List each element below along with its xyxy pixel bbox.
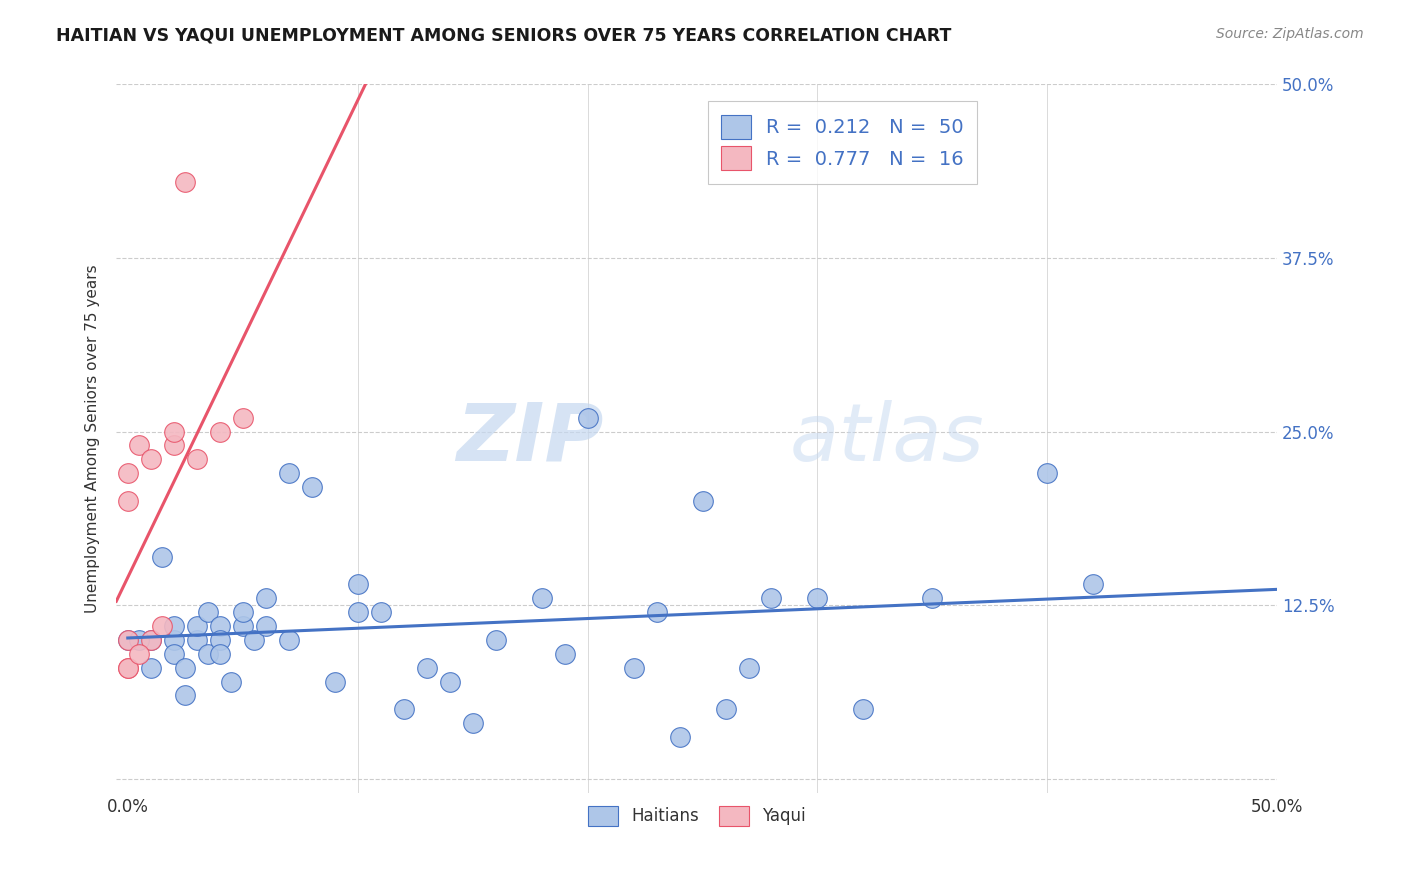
Point (163, 425, 186, 439)
Point (1036, 467, 1059, 481)
Point (139, 632, 162, 647)
Point (737, 661, 759, 675)
Point (117, 632, 139, 647)
Point (484, 632, 506, 647)
Text: HAITIAN VS YAQUI UNEMPLOYMENT AMONG SENIORS OVER 75 YEARS CORRELATION CHART: HAITIAN VS YAQUI UNEMPLOYMENT AMONG SENI… (56, 27, 952, 45)
Point (186, 452, 208, 467)
Point (139, 632, 162, 647)
Point (128, 632, 150, 647)
Point (806, 591, 828, 606)
Point (128, 438, 150, 452)
Point (117, 661, 139, 675)
Point (461, 716, 484, 731)
Point (623, 661, 645, 675)
Point (232, 410, 254, 425)
Legend: Haitians, Yaqui: Haitians, Yaqui (579, 798, 814, 834)
Point (761, 591, 783, 606)
Point (208, 647, 231, 661)
Point (852, 702, 875, 716)
Point (208, 619, 231, 633)
Point (163, 632, 186, 647)
Point (530, 591, 553, 606)
Point (1083, 577, 1105, 591)
Point (392, 702, 415, 716)
Point (714, 702, 737, 716)
Point (277, 467, 299, 481)
Point (576, 410, 599, 425)
Point (254, 619, 277, 633)
Point (174, 175, 197, 189)
Y-axis label: Unemployment Among Seniors over 75 years: Unemployment Among Seniors over 75 years (86, 264, 100, 613)
Point (346, 577, 368, 591)
Point (232, 619, 254, 633)
Point (921, 591, 943, 606)
Point (208, 632, 231, 647)
Point (301, 480, 323, 494)
Point (370, 605, 392, 619)
Point (163, 438, 186, 452)
Point (346, 605, 368, 619)
Point (163, 619, 186, 633)
Point (208, 425, 231, 439)
Text: atlas: atlas (790, 400, 984, 477)
Point (150, 549, 173, 564)
Point (117, 494, 139, 508)
Point (117, 632, 139, 647)
Point (645, 605, 668, 619)
Point (163, 647, 186, 661)
Point (139, 452, 162, 467)
Point (254, 591, 277, 606)
Point (439, 674, 461, 689)
Point (197, 647, 219, 661)
Point (232, 605, 254, 619)
Point (186, 619, 208, 633)
Point (139, 661, 162, 675)
Point (554, 647, 576, 661)
Point (186, 632, 208, 647)
Point (323, 674, 346, 689)
Point (668, 730, 690, 744)
Text: Source: ZipAtlas.com: Source: ZipAtlas.com (1216, 27, 1364, 41)
Point (117, 661, 139, 675)
Point (128, 647, 150, 661)
Point (415, 661, 437, 675)
Point (174, 661, 197, 675)
Point (150, 619, 173, 633)
Text: ZIP: ZIP (457, 400, 605, 477)
Point (174, 689, 197, 703)
Point (277, 632, 299, 647)
Point (117, 467, 139, 481)
Point (692, 494, 714, 508)
Point (219, 674, 242, 689)
Point (197, 605, 219, 619)
Point (243, 632, 266, 647)
